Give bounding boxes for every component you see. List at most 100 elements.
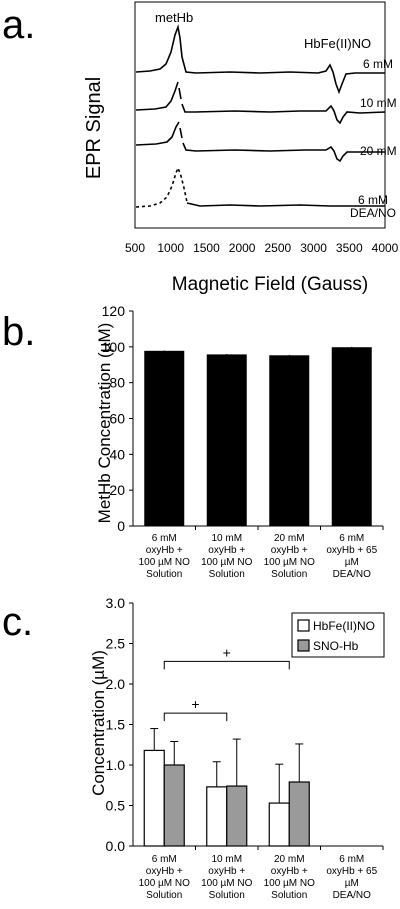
panel-a-x-tick-labels: 500 1000 1500 2000 2500 3000 3500 4000 — [125, 241, 399, 255]
series-label-dea-no: DEA/NO — [350, 206, 396, 220]
panel-c-category-label: 100 µM NO — [139, 878, 191, 889]
panel-c-category-label: Solution — [271, 890, 307, 901]
significance-bracket — [163, 712, 228, 722]
panel-c-y-tick-label: 1.5 — [106, 717, 126, 733]
panel-c-y-tick-label: 2.5 — [106, 636, 126, 652]
panel-b-y-tick-label: 120 — [102, 303, 126, 319]
panel-b-category-label: µM — [345, 557, 359, 568]
panel-b-y-tick-label: 60 — [109, 411, 125, 427]
panel-c-category-label: DEA/NO — [333, 890, 372, 901]
panel-c-category-label: 6 mM — [339, 854, 364, 865]
panel-c-concentration-chart: c. Concentration (µM) 0.0 0.5 1.0 1.5 2.0 2.5… — [2, 595, 385, 901]
legend-swatch — [297, 639, 310, 652]
panel-b-category-label: oxyHb + — [271, 545, 308, 556]
significance-marker: + — [191, 696, 199, 712]
epr-trace-6mm-dea-no — [135, 165, 188, 208]
panel-b-category-label: 6 mM — [339, 533, 364, 544]
panel-a-x-tick-label: 4000 — [372, 241, 399, 255]
panel-a-x-tick-label: 3500 — [336, 241, 363, 255]
panel-b-category-label: 100 µM NO — [139, 557, 191, 568]
panel-b-bar — [331, 347, 372, 527]
hbfe-no-annotation: HbFe(II)NO — [304, 36, 371, 51]
panel-a-x-tick-label: 1500 — [193, 241, 220, 255]
panel-b-y-tick-label: 40 — [109, 446, 125, 462]
panel-c-y-tick-label: 3.0 — [106, 595, 126, 611]
panel-c-category-label: oxyHb + — [271, 866, 308, 877]
significance-marker: + — [223, 644, 231, 660]
panel-b-letter: b. — [2, 310, 35, 354]
panel-c-y-tick-label: 0.5 — [106, 798, 126, 814]
panel-b-category-label: 10 mM — [211, 533, 242, 544]
series-label-10mm: 10 mM — [360, 96, 397, 110]
series-label-6mm: 6 mM — [363, 57, 393, 71]
panel-c-category-label: oxyHb + 65 — [326, 866, 377, 877]
panel-c-y-tick-label: 0.0 — [106, 838, 126, 854]
panel-a-x-tick-label: 3000 — [300, 241, 327, 255]
panel-b-y-axis-label: MetHb Concentration (µM) — [95, 323, 114, 524]
panel-c-bar-hbfe-no — [206, 786, 228, 847]
panel-c-y-tick-label: 1.0 — [106, 757, 126, 773]
panel-c-category-label: Solution — [209, 890, 245, 901]
panel-c-category-label: oxyHb + — [146, 866, 183, 877]
panel-a-x-tick-label: 500 — [125, 241, 145, 255]
panel-b-y-tick-label: 100 — [102, 339, 126, 355]
panel-a-epr-spectra: a. EPR Signal metHb HbFe(II)NO 6 mM 10 m… — [2, 1, 399, 295]
panel-b-category-label: oxyHb + 65 — [326, 545, 377, 556]
epr-trace-6mm-dea-no-tail — [186, 202, 385, 207]
series-label-20mm: 20 mM — [360, 144, 397, 158]
panel-c-category-label: 100 µM NO — [264, 878, 316, 889]
panel-b-category-label: DEA/NO — [333, 569, 372, 580]
epr-trace-6mm — [135, 24, 385, 95]
panel-c-bar-sno-hb — [163, 764, 185, 847]
legend-label: HbFe(II)NO — [313, 619, 375, 633]
panel-c-category-label: 6 mM — [152, 854, 177, 865]
panel-c-legend: HbFe(II)NO SNO-Hb — [291, 612, 385, 658]
panel-c-category-label: µM — [345, 878, 359, 889]
legend-label: SNO-Hb — [313, 639, 359, 653]
panel-c-category-label: Solution — [146, 890, 182, 901]
panel-a-letter: a. — [2, 3, 35, 47]
panel-c-y-tick-label: 2.0 — [106, 676, 126, 692]
panel-a-x-axis-label: Magnetic Field (Gauss) — [172, 274, 368, 295]
panel-c-plot-area: 0.0 0.5 1.0 1.5 2.0 2.5 3.0 + + HbFe(II)NO SNO-Hb 6… — [106, 595, 385, 901]
panel-b-methb-chart: b. MetHb Concentration (µM) 0 20 40 60 80 100… — [2, 303, 384, 580]
panel-c-category-label: oxyHb + — [208, 866, 245, 877]
panel-b-category-label: oxyHb + — [208, 545, 245, 556]
panel-b-category-label: Solution — [146, 569, 182, 580]
panel-c-bar-sno-hb — [226, 785, 248, 847]
significance-bracket — [163, 660, 290, 670]
panel-b-bar — [269, 355, 310, 527]
panel-c-bar-hbfe-no — [268, 802, 290, 847]
panel-b-y-tick-label: 20 — [109, 482, 125, 498]
panel-b-category-label: 100 µM NO — [201, 557, 253, 568]
panel-b-category-label: oxyHb + — [146, 545, 183, 556]
panel-b-category-label: Solution — [271, 569, 307, 580]
panel-c-category-label: 100 µM NO — [201, 878, 253, 889]
panel-c-bar-hbfe-no — [143, 749, 165, 847]
panel-b-bar — [206, 354, 247, 527]
panel-c-letter: c. — [2, 600, 33, 644]
metHb-annotation: metHb — [155, 10, 193, 25]
panel-c-y-axis-label: Concentration (µM) — [89, 650, 108, 796]
epr-trace-10mm — [135, 81, 386, 125]
legend-swatch — [297, 619, 310, 632]
panel-b-category-label: 6 mM — [152, 533, 177, 544]
panel-a-y-axis-label: EPR Signal — [83, 77, 105, 179]
panel-b-category-label: 20 mM — [274, 533, 305, 544]
panel-c-bar-sno-hb — [288, 781, 310, 847]
panel-a-plot-frame — [134, 1, 386, 229]
panel-a-x-tick-label: 2000 — [229, 241, 256, 255]
panel-a-x-tick-label: 1000 — [157, 241, 184, 255]
panel-c-category-label: 20 mM — [274, 854, 305, 865]
epr-trace-20mm — [135, 121, 385, 163]
panel-b-y-tick-label: 80 — [109, 375, 125, 391]
panel-b-bar — [144, 350, 185, 527]
panel-b-category-label: Solution — [209, 569, 245, 580]
panel-b-category-label: 100 µM NO — [264, 557, 316, 568]
panel-a-x-tick-label: 2500 — [265, 241, 292, 255]
series-label-6mm-dea: 6 mM — [358, 193, 388, 207]
panel-b-y-tick-label: 0 — [117, 518, 125, 534]
panel-c-category-label: 10 mM — [211, 854, 242, 865]
